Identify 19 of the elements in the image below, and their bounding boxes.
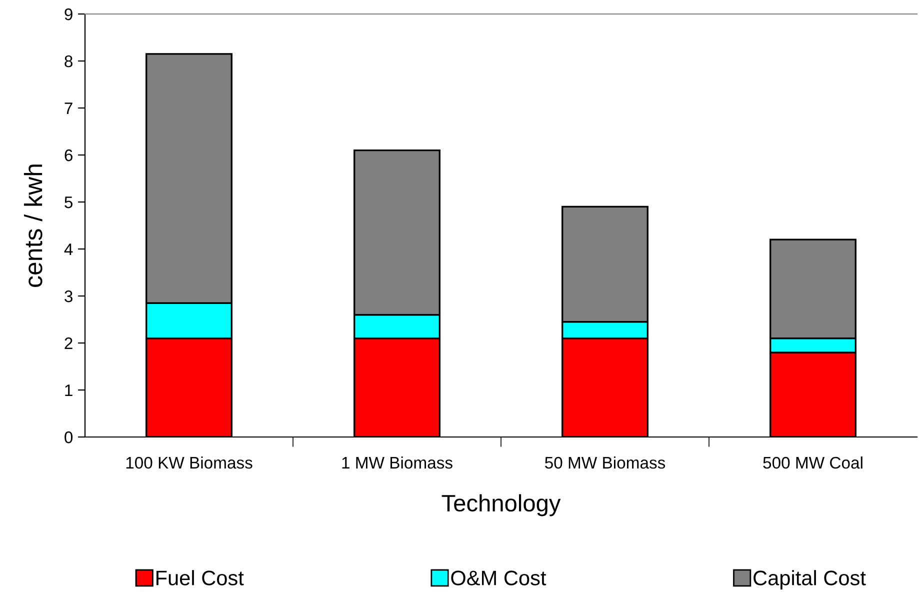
y-tick-label: 3 xyxy=(64,290,72,302)
x-tick-label: 50 MW Biomass xyxy=(545,456,666,469)
x-tick-label: 100 KW Biomass xyxy=(126,456,252,469)
y-tick-label: 9 xyxy=(64,8,72,20)
y-axis-title: cents / kwh xyxy=(24,164,42,287)
legend-label: Capital Cost xyxy=(754,570,866,590)
y-tick-label: 0 xyxy=(64,431,73,444)
legend-label: Fuel Cost xyxy=(156,570,244,586)
y-tick-label: 1 xyxy=(65,384,72,396)
y-tick-label: 8 xyxy=(64,55,72,68)
y-tick-label: 7 xyxy=(64,102,72,114)
legend-label: O&M Cost xyxy=(451,570,546,586)
y-tick-label: 5 xyxy=(64,196,72,208)
x-axis-title: Technology xyxy=(442,494,561,516)
x-tick-label: 1 MW Biomass xyxy=(342,456,452,469)
y-tick-label: 2 xyxy=(64,337,72,350)
y-tick-label: 6 xyxy=(64,149,72,162)
x-tick-label: 500 MW Coal xyxy=(763,456,862,469)
y-tick-label: 4 xyxy=(64,244,73,256)
